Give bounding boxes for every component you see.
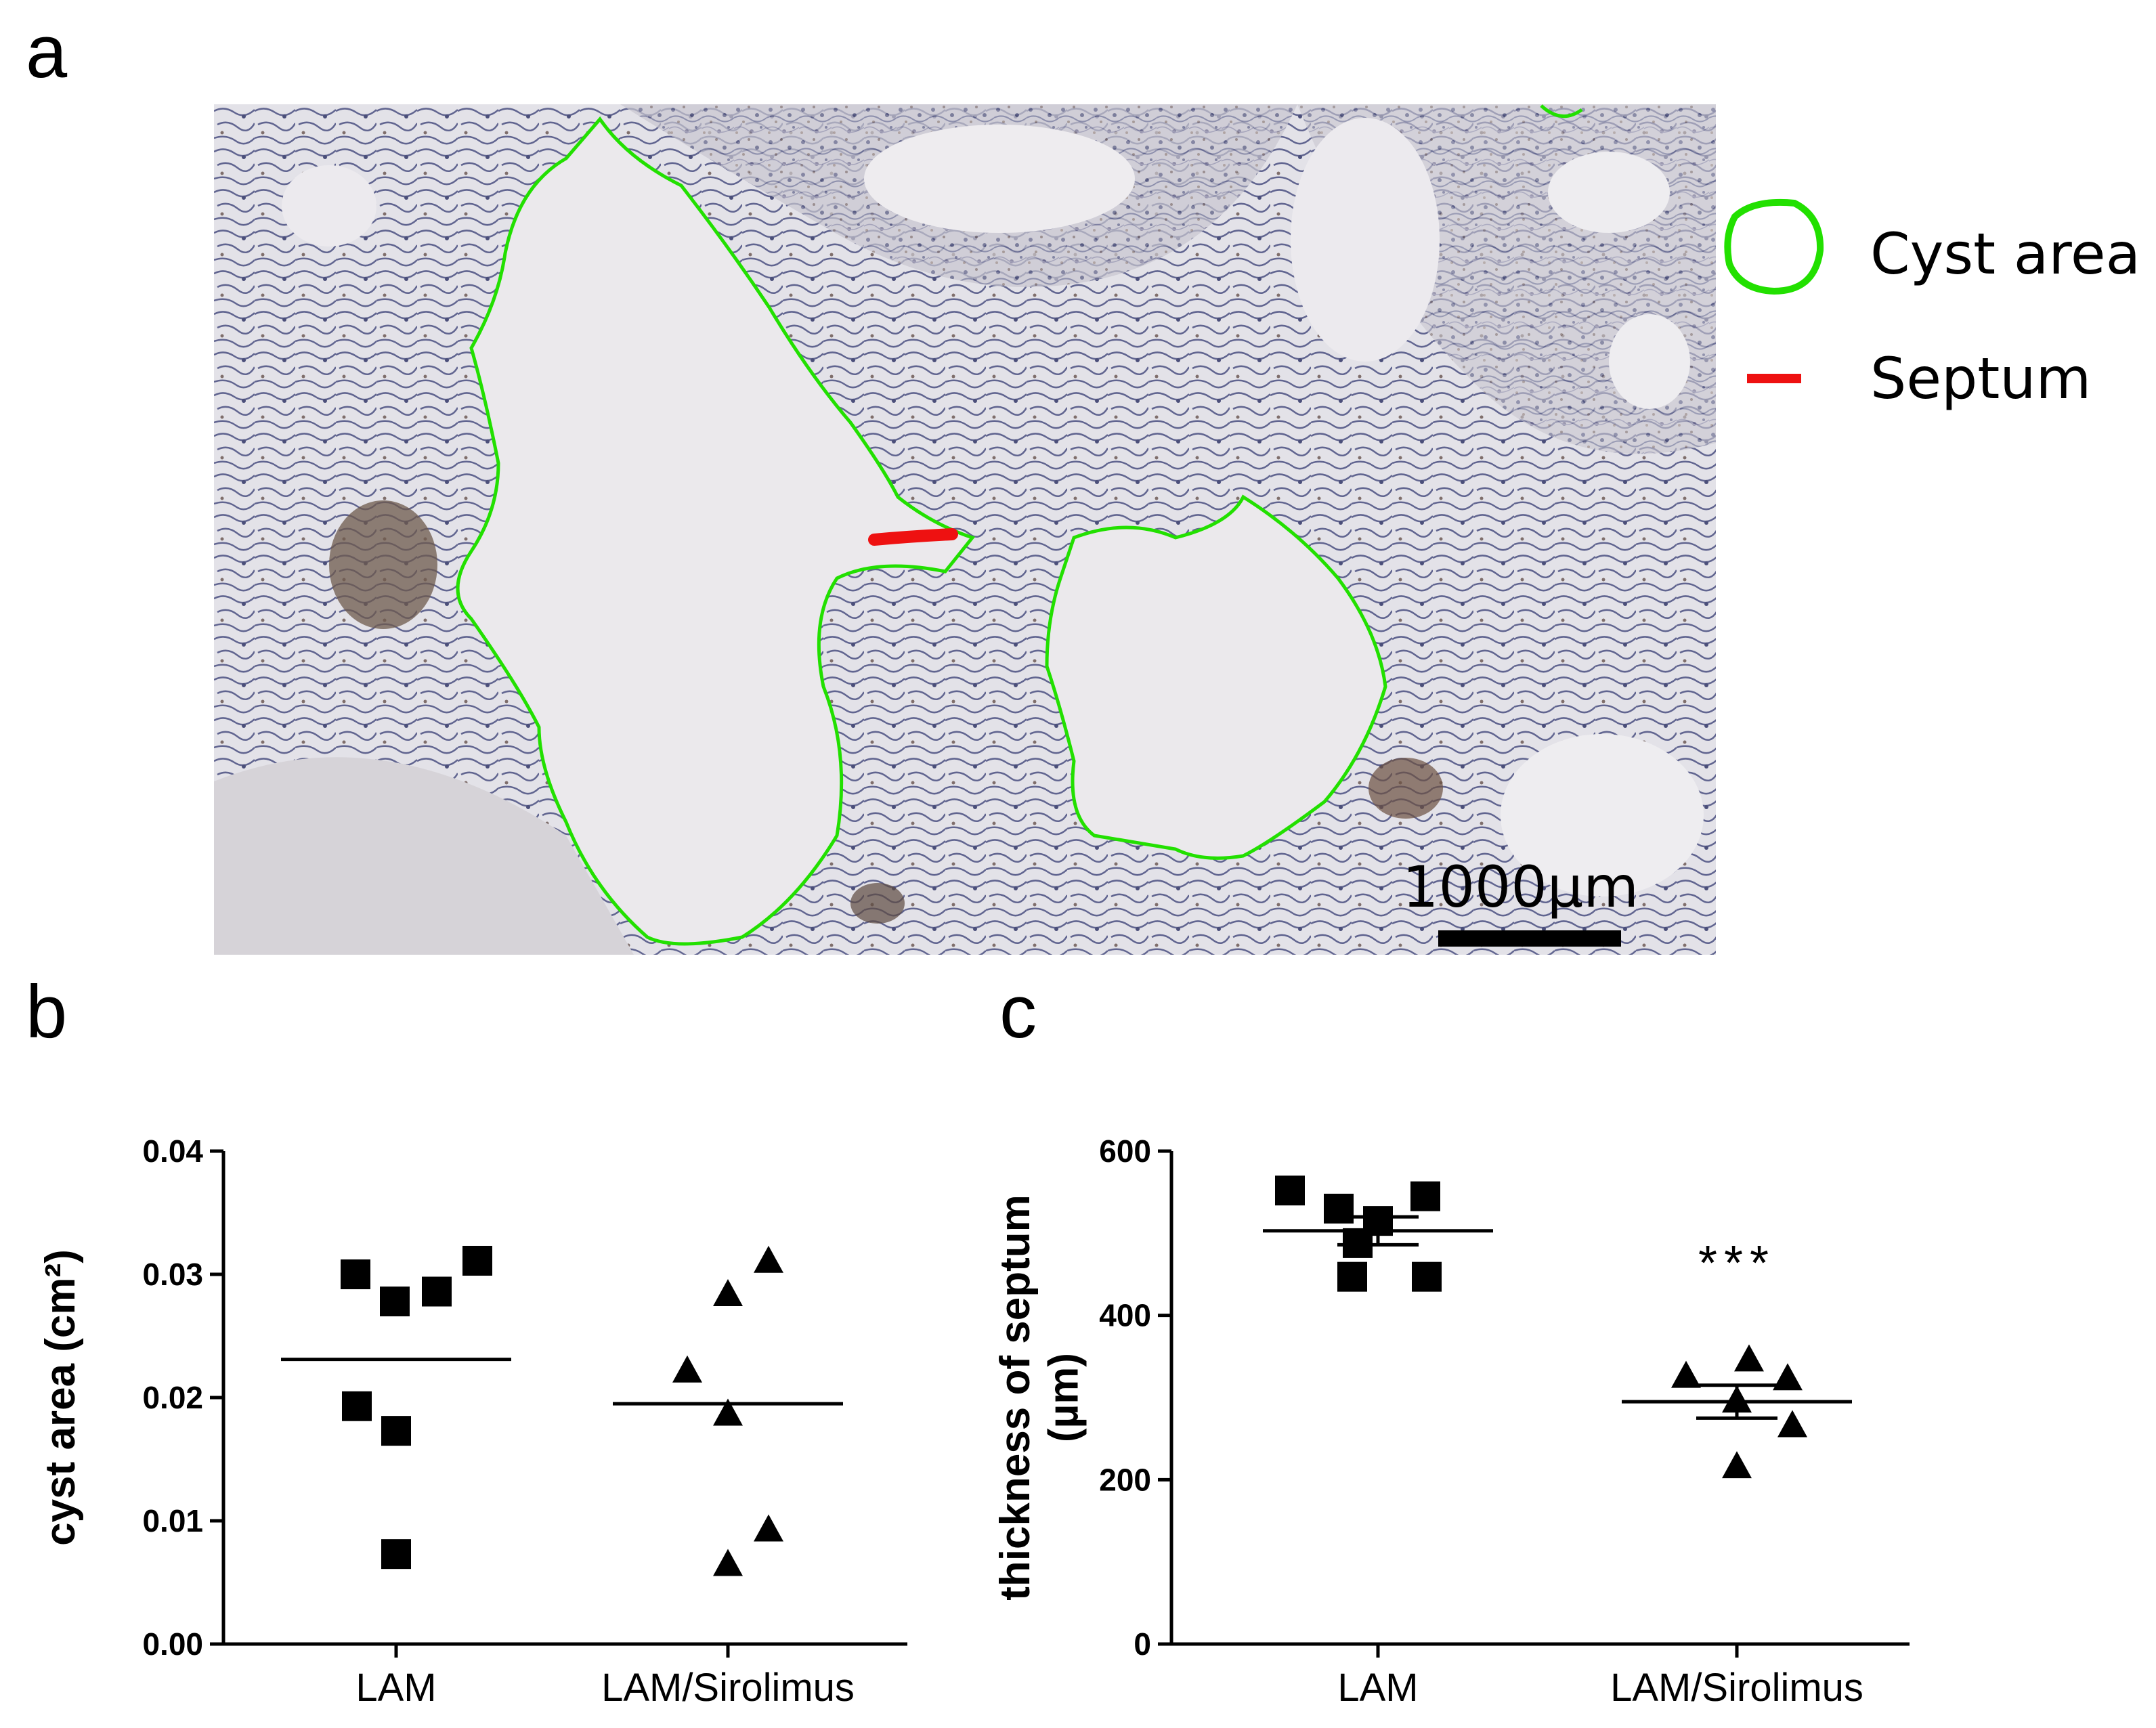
data-point-triangle: [713, 1398, 743, 1426]
data-point-triangle: [1722, 1451, 1752, 1479]
significance-annotation: ***: [1698, 1236, 1775, 1291]
data-point-square: [422, 1276, 452, 1307]
cyst-area-legend-icon: [1724, 198, 1824, 295]
x-tick-label: LAM/Sirolimus: [601, 1666, 855, 1710]
data-point-square: [342, 1391, 372, 1421]
data-point-square: [341, 1259, 370, 1289]
data-point-triangle: [754, 1245, 783, 1273]
data-point-triangle: [713, 1278, 743, 1306]
data-point-triangle: [713, 1549, 743, 1576]
data-point-square: [1324, 1193, 1354, 1224]
data-point-triangle: [1777, 1410, 1807, 1438]
panel-label-b: b: [26, 970, 68, 1054]
septum-legend-icon: [1747, 374, 1801, 383]
data-point-triangle: [1734, 1344, 1764, 1372]
cyst-area-outline: [1540, 104, 1583, 118]
cyst-area-outline: [1045, 494, 1387, 860]
x-tick-label: LAM: [1337, 1666, 1418, 1710]
y-tick-label: 400: [1099, 1298, 1151, 1333]
x-tick-label: LAM/Sirolimus: [1610, 1666, 1863, 1710]
septum-thickness-chart: 0 200 400 600 thickness of septum(µm) LAM LAM/…: [992, 1133, 1910, 1710]
data-point-triangle: [1773, 1363, 1803, 1391]
scale-bar: [1438, 930, 1621, 947]
data-point-square: [1412, 1261, 1442, 1292]
data-point-square: [1275, 1175, 1305, 1206]
air-space: [1291, 118, 1440, 362]
data-point-square: [1337, 1261, 1367, 1292]
y-tick-label: 0: [1134, 1626, 1151, 1662]
y-tick-label: 0.01: [142, 1503, 203, 1538]
air-space: [1501, 734, 1704, 897]
panel-label-a: a: [26, 10, 68, 93]
legend-symbols: [1724, 198, 1824, 383]
x-tick-label: LAM: [355, 1666, 436, 1710]
data-point-triangle: [754, 1514, 783, 1542]
pigment-cluster: [329, 500, 437, 629]
legend-septum-label: Septum: [1870, 345, 2092, 412]
tissue-dense-region: [214, 757, 634, 955]
data-point-square: [462, 1245, 492, 1276]
lung-micrograph: 1000µm: [214, 104, 1716, 955]
air-space: [1609, 314, 1690, 409]
y-tick-label: 0.03: [142, 1257, 203, 1292]
y-tick-label: 0.04: [142, 1133, 203, 1169]
air-space: [864, 125, 1135, 233]
data-point-triangle: [672, 1355, 702, 1383]
y-tick-label: 0.00: [142, 1626, 203, 1662]
panel-label-c: c: [999, 970, 1037, 1054]
pigment-cluster: [850, 883, 905, 924]
pigment-cluster: [1368, 758, 1443, 819]
data-point-square: [380, 1287, 410, 1317]
scale-bar-label: 1000µm: [1402, 854, 1639, 920]
y-tick-label: 0.02: [142, 1380, 203, 1415]
air-space: [1548, 152, 1670, 233]
air-space: [282, 165, 376, 246]
data-point-triangle: [1671, 1360, 1701, 1388]
data-point-square: [381, 1539, 411, 1570]
data-point-square: [1410, 1181, 1440, 1211]
cyst-area-chart: 0.00 0.01 0.02 0.03 0.04 cyst area (cm²) LAM LA…: [37, 1133, 907, 1710]
y-axis-label: cyst area (cm²): [37, 1249, 84, 1546]
y-tick-label: 200: [1099, 1462, 1151, 1497]
legend-cyst-area-label: Cyst area: [1870, 221, 2141, 287]
septum-line: [868, 528, 958, 546]
cyst-area-outline: [456, 116, 976, 946]
y-tick-label: 600: [1099, 1133, 1151, 1169]
y-axis-label: thickness of septum(µm): [992, 1194, 1087, 1600]
data-point-square: [381, 1416, 411, 1446]
